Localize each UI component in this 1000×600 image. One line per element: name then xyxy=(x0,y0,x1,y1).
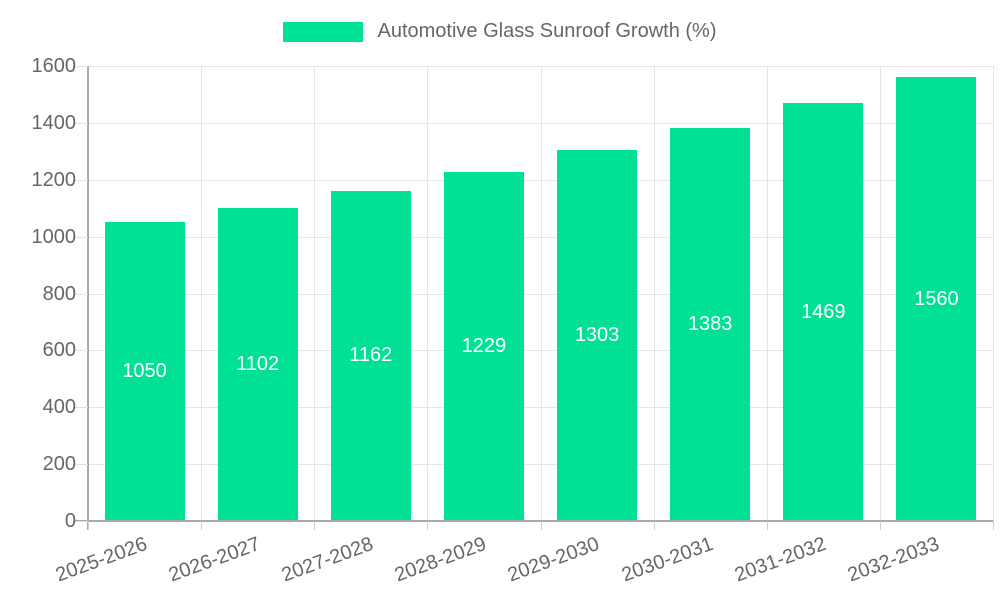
y-tick xyxy=(74,122,88,124)
gridline-v xyxy=(653,66,655,521)
gridline-v xyxy=(427,66,429,521)
legend[interactable]: Automotive Glass Sunroof Growth (%) xyxy=(0,20,1000,43)
y-tick xyxy=(74,464,88,466)
plot-area: 1050 1102 1162 1229 1303 1383 1469 1560 xyxy=(88,66,994,522)
x-tick-label: 2030-2031 xyxy=(618,533,716,587)
x-tick-label: 2029-2030 xyxy=(505,533,603,587)
x-tick-label: 2028-2029 xyxy=(392,533,490,587)
bar[interactable]: 1469 xyxy=(783,103,864,521)
bar-value-label: 1162 xyxy=(349,344,393,367)
x-tick xyxy=(427,521,429,530)
y-tick-label: 1400 xyxy=(31,111,77,134)
x-tick-label: 2031-2032 xyxy=(731,533,829,587)
bar[interactable]: 1229 xyxy=(443,171,524,521)
x-tick xyxy=(88,521,89,530)
y-tick-label: 400 xyxy=(42,396,76,419)
gridline-v xyxy=(540,66,542,521)
bar[interactable]: 1560 xyxy=(896,77,977,521)
x-tick xyxy=(993,521,994,530)
gridline-v xyxy=(766,66,768,521)
legend-swatch xyxy=(283,21,364,42)
x-tick-label: 2032-2033 xyxy=(844,533,942,587)
x-tick-label: 2027-2028 xyxy=(278,533,377,587)
x-tick xyxy=(653,521,655,530)
x-tick xyxy=(540,521,542,530)
gridline-v xyxy=(993,66,994,521)
legend-label: Automotive Glass Sunroof Growth (%) xyxy=(377,20,717,42)
x-tick xyxy=(766,521,768,530)
bar[interactable]: 1050 xyxy=(104,222,185,521)
y-tick-label: 600 xyxy=(42,339,76,362)
bar-value-label: 1229 xyxy=(461,334,507,357)
x-tick xyxy=(314,521,316,530)
gridline-v xyxy=(201,66,203,521)
x-tick-label: 2025-2026 xyxy=(52,533,151,587)
y-tick-label: 200 xyxy=(42,453,76,476)
bar-value-label: 1469 xyxy=(801,300,846,323)
y-tick xyxy=(74,407,88,409)
bar-value-label: 1303 xyxy=(574,324,620,347)
y-tick xyxy=(74,350,88,352)
gridline-v xyxy=(314,66,316,521)
y-tick-label: 800 xyxy=(42,282,76,305)
bar[interactable]: 1383 xyxy=(670,127,751,521)
y-tick-label: 0 xyxy=(64,510,76,532)
bar-value-label: 1102 xyxy=(236,352,280,375)
y-tick xyxy=(74,521,88,522)
bar-value-label: 1560 xyxy=(914,287,959,310)
x-tick xyxy=(879,521,881,530)
y-tick xyxy=(74,66,88,67)
x-axis-line xyxy=(74,520,993,522)
x-tick-label: 2026-2027 xyxy=(165,533,264,587)
y-tick xyxy=(74,293,88,295)
x-tick xyxy=(201,521,203,530)
bar[interactable]: 1303 xyxy=(557,150,638,521)
y-tick-label: 1000 xyxy=(31,225,77,248)
y-axis-line xyxy=(87,66,89,530)
bar[interactable]: 1162 xyxy=(330,190,411,521)
y-tick xyxy=(74,179,88,181)
bar-value-label: 1383 xyxy=(687,312,733,335)
gridline-v xyxy=(879,66,881,521)
y-tick-label: 1600 xyxy=(31,55,77,77)
y-tick xyxy=(74,236,88,238)
bar-value-label: 1050 xyxy=(122,360,167,383)
y-tick-label: 1200 xyxy=(31,168,77,191)
bar[interactable]: 1102 xyxy=(217,207,298,521)
